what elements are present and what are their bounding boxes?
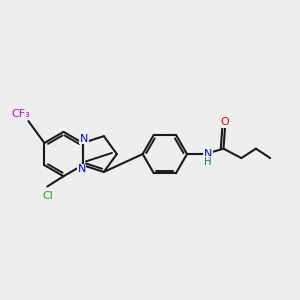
Text: N: N (77, 164, 86, 174)
Text: Cl: Cl (42, 191, 53, 201)
Text: N: N (80, 134, 88, 144)
Text: H: H (204, 157, 212, 166)
Text: N: N (204, 149, 212, 159)
Text: O: O (221, 117, 230, 127)
Text: CF₃: CF₃ (11, 109, 30, 118)
